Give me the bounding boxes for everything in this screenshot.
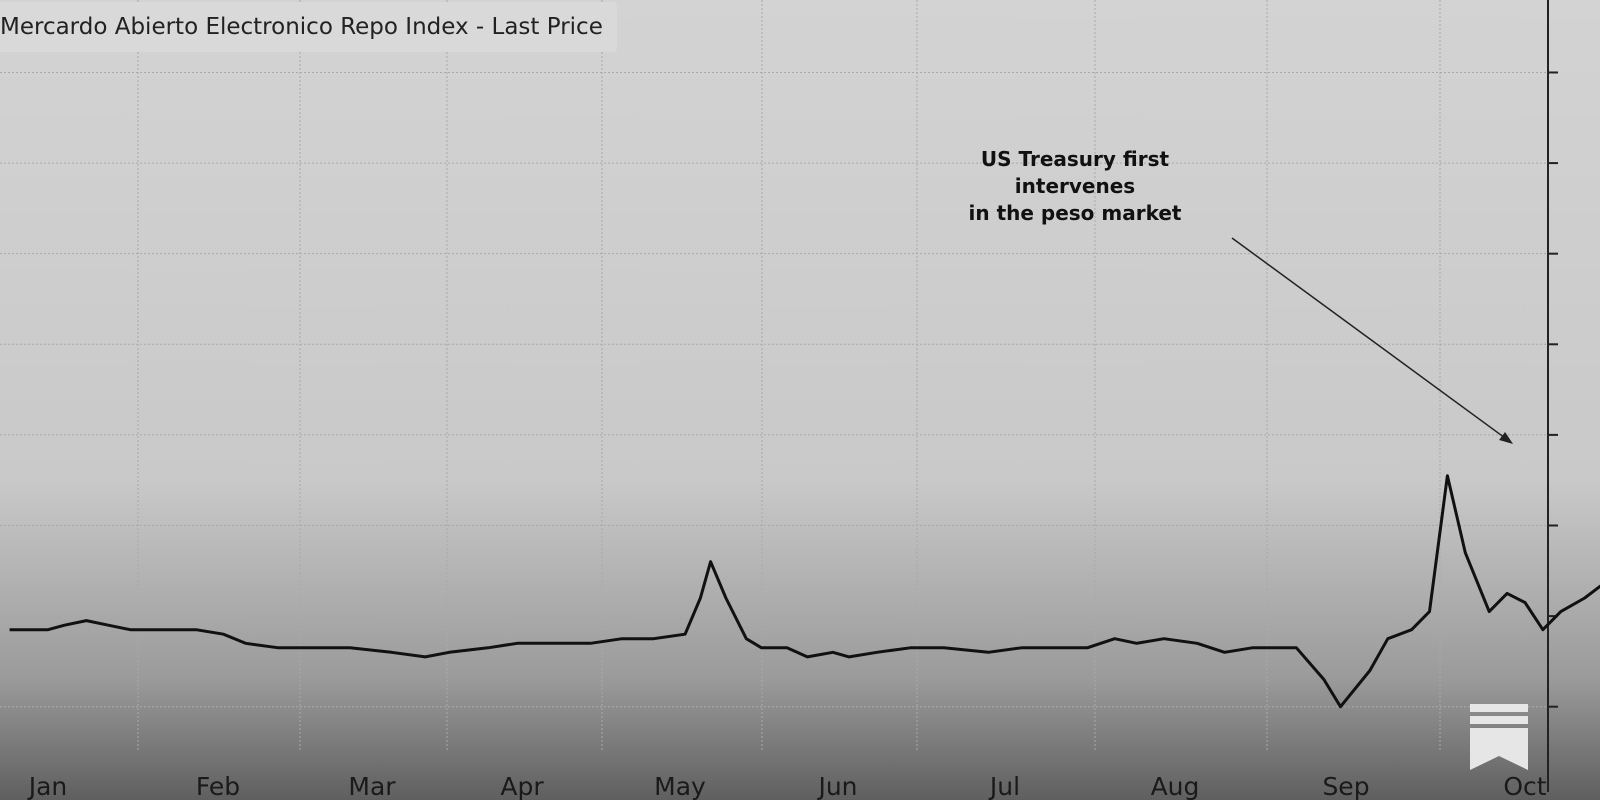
x-tick-label: Jun bbox=[816, 772, 857, 800]
annotation-line-3: in the peso market bbox=[968, 201, 1182, 225]
x-tick-label: Mar bbox=[348, 772, 396, 800]
x-tick-label: Aug bbox=[1151, 772, 1200, 800]
grid bbox=[0, 0, 1548, 752]
annotation-line-1: US Treasury first bbox=[980, 147, 1170, 171]
chart-legend: Mercardo Abierto Electronico Repo Index … bbox=[0, 2, 617, 52]
x-tick-label: May bbox=[654, 772, 706, 800]
legend-label: Mercardo Abierto Electronico Repo Index … bbox=[0, 14, 603, 40]
annotation-arrow bbox=[1231, 237, 1510, 442]
x-tick-label: Jul bbox=[988, 772, 1020, 800]
x-tick-label: Jan bbox=[27, 772, 68, 800]
x-tick-label: Oct bbox=[1503, 772, 1546, 800]
chart-annotation: US Treasury first intervenes in the peso… bbox=[940, 146, 1210, 227]
x-tick-label: Apr bbox=[500, 772, 544, 800]
bookmark-logo-icon bbox=[1470, 704, 1528, 770]
x-tick-label: Sep bbox=[1322, 772, 1369, 800]
x-tick-label: Feb bbox=[196, 772, 240, 800]
series bbox=[9, 237, 1600, 709]
series-line bbox=[9, 474, 1600, 709]
annotation-arrowhead bbox=[1499, 431, 1514, 444]
y-axis bbox=[1547, 0, 1558, 792]
annotation-line-2: intervenes bbox=[1014, 174, 1136, 198]
x-axis-ticks: Jan Feb Mar Apr May Jun Jul Aug Sep Oct bbox=[27, 772, 1547, 800]
